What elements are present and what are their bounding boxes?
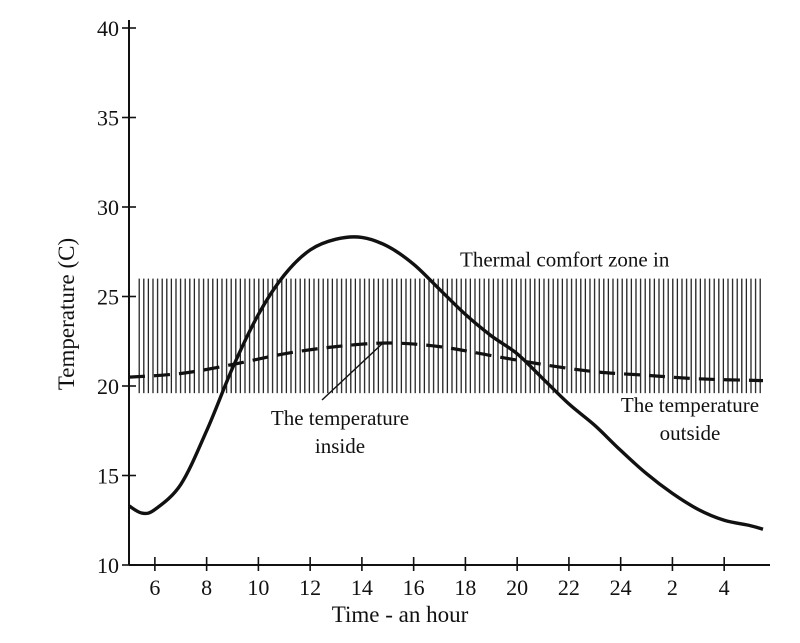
y-tick-label: 20 xyxy=(97,374,119,399)
series-line-outside xyxy=(128,235,764,531)
y-tick-label: 35 xyxy=(97,106,119,131)
annotation-inside: The temperature inside xyxy=(271,343,409,458)
inside-series-label: The temperature inside xyxy=(271,406,409,458)
inside-annotation-arrow xyxy=(321,343,383,401)
x-tick-label: 8 xyxy=(201,575,212,600)
comfort-zone-label: Thermal comfort zone in xyxy=(460,248,670,272)
x-tick-label: 2 xyxy=(667,575,678,600)
y-tick-label: 30 xyxy=(97,195,119,220)
x-tick-label: 14 xyxy=(351,575,373,600)
annotation-outside: The temperature outside xyxy=(621,393,759,445)
x-tick-label: 16 xyxy=(403,575,425,600)
y-tick-label: 25 xyxy=(97,285,119,310)
x-tick-label: 18 xyxy=(454,575,476,600)
x-tick-label: 20 xyxy=(506,575,528,600)
y-tick-label: 40 xyxy=(97,16,119,41)
x-axis-title: Time - an hour xyxy=(332,602,469,627)
outside-series-label: The temperature outside xyxy=(621,393,759,445)
y-ticks: 10 15 20 25 30 35 40 xyxy=(97,16,136,578)
x-tick-label: 6 xyxy=(149,575,160,600)
x-tick-label: 22 xyxy=(558,575,580,600)
y-tick-label: 10 xyxy=(97,553,119,578)
y-axis-title: Temperature (C) xyxy=(54,238,79,390)
axes xyxy=(128,20,770,566)
x-tick-label: 24 xyxy=(610,575,632,600)
x-tick-label: 4 xyxy=(719,575,730,600)
y-tick-label: 15 xyxy=(97,464,119,489)
x-tick-label: 12 xyxy=(299,575,321,600)
x-tick-label: 10 xyxy=(247,575,269,600)
x-ticks: 6 8 10 12 14 16 18 20 22 24 2 4 xyxy=(149,557,730,600)
